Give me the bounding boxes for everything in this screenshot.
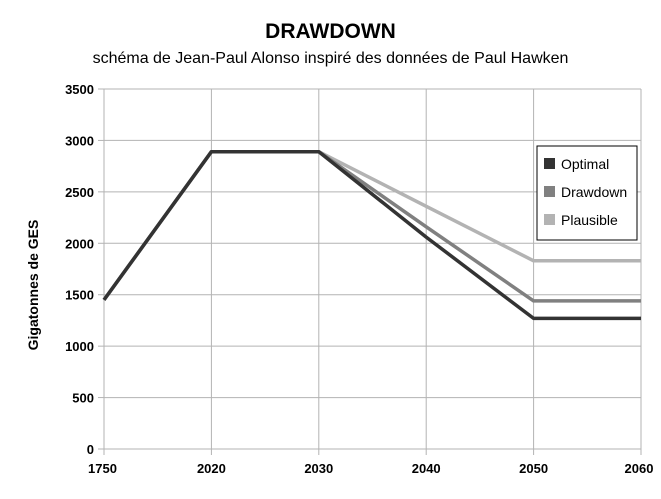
y-tick-label: 3500 [65,82,94,97]
series-lines [102,149,641,321]
y-tick-labels: 0 500 1000 1500 2000 2500 3000 3500 [65,82,94,457]
legend-swatch-plausible [544,214,555,225]
y-axis-label: Gigatonnes de GES [25,220,41,351]
x-tick-label: 1750 [88,461,117,476]
axes [98,88,642,455]
x-tick-labels: 1750 2020 2030 2040 2050 2060 [88,461,653,476]
y-tick-label: 3000 [65,133,94,148]
legend-label-plausible: Plausible [561,212,618,228]
legend-swatch-optimal [544,158,555,169]
y-tick-label: 1500 [65,288,94,303]
y-tick-label: 1000 [65,339,94,354]
legend-label-optimal: Optimal [561,156,609,172]
x-tick-label: 2020 [197,461,226,476]
legend: Optimal Drawdown Plausible [536,145,638,241]
vertical-gridlines [210,89,642,449]
y-tick-label: 2000 [65,236,94,251]
y-tick-label: 500 [72,391,94,406]
x-tick-label: 2040 [412,461,441,476]
legend-label-drawdown: Drawdown [561,184,627,200]
plot-area [104,89,641,449]
legend-swatch-drawdown [544,186,555,197]
horizontal-gridlines [104,88,641,399]
chart-title: DRAWDOWN [265,20,396,43]
chart-subtitle: schéma de Jean-Paul Alonso inspiré des d… [92,50,569,67]
x-tick-label: 2050 [519,461,548,476]
x-tick-label: 2030 [304,461,333,476]
x-tick-label: 2060 [625,461,654,476]
series-line-optimal [102,149,641,321]
y-tick-label: 0 [87,442,94,457]
y-tick-label: 2500 [65,185,94,200]
